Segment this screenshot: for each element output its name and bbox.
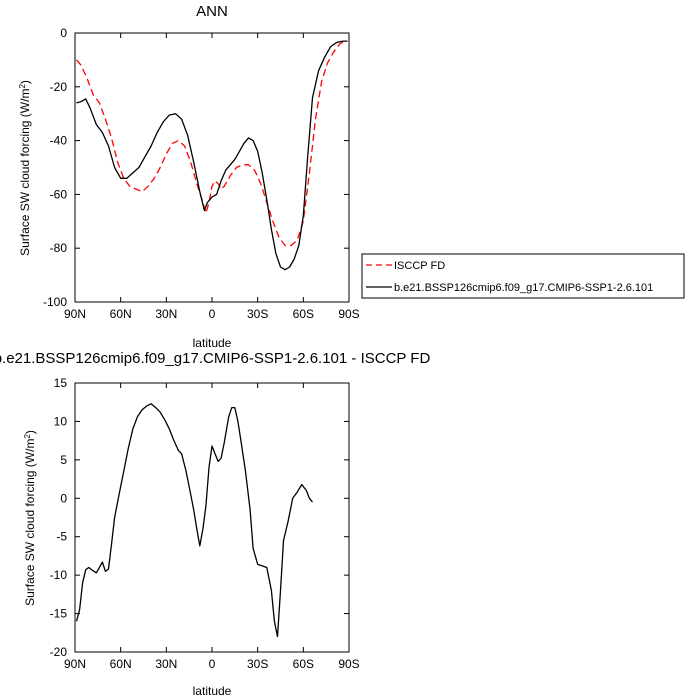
top-x-axis-label: latitude	[193, 336, 232, 350]
bottom-x-tick-label: 90S	[338, 657, 359, 671]
bottom-x-tick-label: 60N	[110, 657, 132, 671]
top-y-axis-label-main: Surface SW cloud forcing (W/m	[18, 89, 32, 256]
top-y-tick-label: 0	[60, 26, 67, 40]
bottom-series-line-0	[75, 403, 314, 638]
top-series-line-1	[76, 40, 348, 271]
bottom-y-tick-label: 10	[54, 414, 68, 428]
bottom-y-tick-label: 15	[54, 376, 68, 390]
legend: ISCCP FD b.e21.BSSP126cmip6.f09_g17.CMIP…	[361, 253, 685, 299]
top-y-axis-label: Surface SW cloud forcing (W/m2)	[18, 80, 33, 256]
top-y-tick-label: -40	[50, 134, 68, 148]
top-x-tick-label: 90S	[338, 307, 359, 321]
bottom-y-tick-label: -15	[50, 607, 68, 621]
bottom-y-tick-label: -20	[50, 645, 68, 659]
bottom-x-tick-label: 60S	[293, 657, 314, 671]
bottom-x-tick-label: 30S	[247, 657, 268, 671]
top-x-tick-label: 90N	[64, 307, 86, 321]
top-y-tick-label: -60	[50, 187, 68, 201]
top-y-tick-label: -100	[43, 295, 67, 309]
top-line-chart: ANN latitude Surface SW cloud forcing (W…	[18, 3, 360, 350]
legend-label-model: b.e21.BSSP126cmip6.f09_g17.CMIP6-SSP1-2.…	[394, 282, 653, 294]
top-y-tick-label: -80	[50, 241, 68, 255]
top-x-tick-label: 30N	[155, 307, 177, 321]
top-x-tick-label: 60N	[110, 307, 132, 321]
top-chart-title: ANN	[196, 3, 228, 20]
bottom-x-tick-label: 30N	[155, 657, 177, 671]
top-series-line-0	[76, 40, 348, 247]
top-plot-frame	[74, 32, 350, 303]
legend-box	[361, 253, 685, 299]
bottom-y-tick-label: 5	[60, 453, 67, 467]
top-x-tick-label: 60S	[293, 307, 314, 321]
bottom-chart-title: b.e21.BSSP126cmip6.f09_g17.CMIP6-SSP1-2.…	[0, 350, 430, 367]
top-x-tick-label: 30S	[247, 307, 268, 321]
legend-label-isccp: ISCCP FD	[394, 260, 445, 272]
bottom-y-tick-label: -5	[56, 530, 67, 544]
bottom-y-axis-label-end: )	[23, 430, 37, 434]
bottom-y-axis-label-sup: 2	[23, 434, 32, 439]
bottom-y-axis-label-main: Surface SW cloud forcing (W/m	[23, 439, 37, 606]
bottom-x-tick-label: 0	[209, 657, 216, 671]
top-x-tick-label: 0	[209, 307, 216, 321]
top-y-tick-label: -20	[50, 80, 68, 94]
top-y-axis-label-end: )	[18, 80, 32, 84]
top-y-axis-label-sup: 2	[18, 84, 27, 89]
bottom-y-axis-label: Surface SW cloud forcing (W/m2)	[23, 430, 38, 606]
bottom-x-tick-label: 90N	[64, 657, 86, 671]
bottom-y-tick-label: -10	[50, 568, 68, 582]
bottom-line-chart: b.e21.BSSP126cmip6.f09_g17.CMIP6-SSP1-2.…	[0, 350, 430, 698]
bottom-x-axis-label: latitude	[193, 684, 232, 698]
bottom-y-tick-label: 0	[60, 491, 67, 505]
bottom-plot-frame	[74, 382, 350, 653]
